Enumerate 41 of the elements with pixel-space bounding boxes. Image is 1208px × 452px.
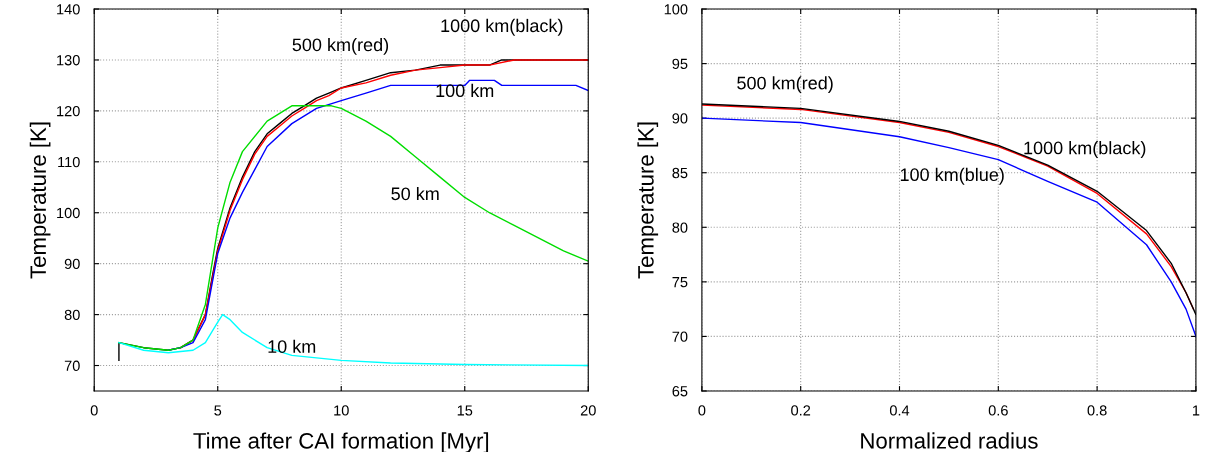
series-label: 50 km [391,186,439,201]
legend-label: 1000 km(black) [441,18,563,36]
y-tick-label: 70 [672,331,688,342]
x-tick-label: 1 [1192,405,1200,416]
y-tick-label: 80 [64,309,80,321]
y-axis-title: Temperature [K] [637,122,659,279]
y-tick-label: 120 [57,105,80,117]
y-tick-label: 90 [64,258,80,270]
y-tick-label: 110 [58,156,80,168]
y-tick-label: 100 [664,4,688,15]
x-tick-label: 10 [334,405,349,416]
series-label: 100 km(blue) [900,167,1004,185]
line-series [701,117,1196,338]
y-tick-label: 65 [672,386,688,397]
y-tick-label: 80 [672,222,688,233]
series-label: 10 km [268,339,316,353]
y-tick-label: 75 [672,277,688,288]
x-axis-title: Normalized radius [861,432,1038,449]
series-label: 1000 km(black) [1024,141,1146,158]
y-tick-label: 130 [57,55,80,66]
x-tick-label: 5 [214,405,222,416]
x-tick-label: 0 [90,405,98,416]
x-tick-label: 20 [580,405,596,416]
y-tick-label: 70 [64,360,80,371]
y-tick-label: 85 [672,167,688,179]
x-tick-label: 0 [698,405,706,416]
y-tick-label: 90 [672,113,688,124]
y-axis-title: Temperature [K] [29,122,51,279]
x-tick-label: 0.6 [988,405,1008,416]
x-tick-label: 15 [457,405,473,416]
y-tick-label: 100 [57,207,80,219]
series-label: 100 km [436,83,494,98]
line-series [118,313,589,367]
x-tick-label: 0.4 [889,405,910,416]
series-label: 500 km(red) [737,76,833,93]
series-label: 500 km(red) [292,37,389,55]
y-tick-label: 95 [672,58,688,70]
y-tick-label: 140 [57,4,80,15]
line-series [118,105,589,351]
x-tick-label: 0.2 [791,405,811,416]
x-tick-label: 0.8 [1087,405,1107,416]
